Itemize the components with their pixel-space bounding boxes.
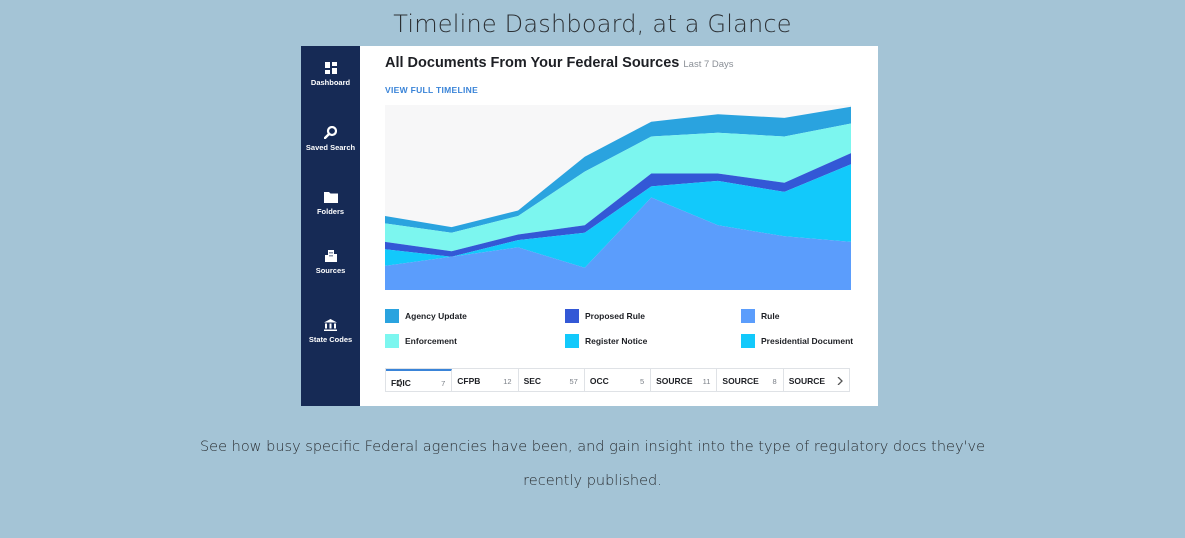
legend-label: Presidential Document <box>761 336 854 346</box>
dashboard-icon <box>324 62 337 74</box>
tab-label: SOURCE <box>722 376 759 386</box>
legend-label: Enforcement <box>405 336 457 346</box>
legend-label: Rule <box>761 311 780 321</box>
tab-source-2[interactable]: SOURCE 8 <box>717 369 784 391</box>
legend-item-agency-update: Agency Update <box>385 309 467 323</box>
sidebar-item-folders[interactable]: Folders <box>301 191 360 216</box>
caption-line-1: See how busy specific Federal agencies h… <box>199 439 986 455</box>
building-icon <box>324 250 337 262</box>
search-icon <box>324 126 337 139</box>
tab-label: SOURCE <box>656 376 693 386</box>
area-series-presidential-document <box>385 164 851 268</box>
tab-cfpb[interactable]: CFPB 12 <box>452 369 519 391</box>
legend-label: Agency Update <box>405 311 467 321</box>
heading-range: Last 7 Days <box>683 59 734 70</box>
tab-count: 7 <box>441 379 446 388</box>
institution-icon <box>324 319 337 331</box>
tab-fdic[interactable]: FDIC 7 <box>386 369 453 391</box>
tab-count: 11 <box>702 377 711 386</box>
page-title: Timeline Dashboard, at a Glance <box>393 10 792 38</box>
legend-item-proposed-rule: Proposed Rule <box>565 309 645 323</box>
source-tabs: FDIC 7 CFPB 12 SEC 57 OCC 5 SOURCE 11 <box>385 368 850 392</box>
tab-source-3[interactable]: SOURCE <box>784 369 849 391</box>
area-series-agency-update <box>385 106 851 233</box>
heading-title: All Documents From Your Federal Sources <box>385 55 680 71</box>
main-content: All Documents From Your Federal Sources L… <box>360 46 878 406</box>
tab-label: SOURCE <box>788 376 826 386</box>
tab-label: FDIC <box>391 378 411 388</box>
legend-swatch <box>741 334 755 348</box>
area-series-rule <box>385 197 851 290</box>
tab-count: 12 <box>503 377 512 386</box>
tab-count: 57 <box>569 377 578 386</box>
sidebar-item-label: State Codes <box>308 335 353 344</box>
sidebar-item-label: Dashboard <box>310 78 351 87</box>
view-full-timeline-link[interactable]: VIEW FULL TIMELINE <box>385 85 479 95</box>
chart-legend: Agency Update Proposed Rule Rule Enforce… <box>385 309 865 349</box>
tab-count: 5 <box>639 377 645 386</box>
chevron-right-icon[interactable] <box>835 376 845 386</box>
legend-item-presidential-document: Presidential Document <box>741 334 853 348</box>
sidebar-item-saved-search[interactable]: Saved Search <box>301 126 360 152</box>
chevron-left-icon[interactable] <box>394 378 404 388</box>
legend-item-rule: Rule <box>741 309 779 323</box>
legend-swatch <box>385 334 399 348</box>
caption-line-2: recently published. <box>523 473 662 489</box>
dashboard-heading: All Documents From Your Federal Sources L… <box>385 55 734 71</box>
tab-sec[interactable]: SEC 57 <box>519 369 585 391</box>
tab-label: SEC <box>523 376 542 386</box>
legend-label: Proposed Rule <box>585 311 645 321</box>
tab-source-1[interactable]: SOURCE 11 <box>651 369 718 391</box>
sidebar-item-dashboard[interactable]: Dashboard <box>301 62 360 87</box>
legend-swatch <box>565 334 579 348</box>
legend-swatch <box>741 309 755 323</box>
legend-item-enforcement: Enforcement <box>385 334 457 348</box>
sidebar-item-label: Saved Search <box>305 143 356 152</box>
sidebar-item-label: Sources <box>315 266 346 275</box>
stacked-area-chart <box>385 105 851 290</box>
tab-occ[interactable]: OCC 5 <box>585 369 652 391</box>
tab-label: OCC <box>589 376 609 386</box>
sidebar-item-label: Folders <box>316 207 345 216</box>
legend-item-register-notice: Register Notice <box>565 334 647 348</box>
sidebar: Dashboard Saved Search Folders <box>301 46 360 406</box>
sidebar-item-state-codes[interactable]: State Codes <box>301 319 360 344</box>
folder-icon <box>323 192 338 203</box>
legend-swatch <box>385 309 399 323</box>
dashboard-screenshot: Dashboard Saved Search Folders <box>301 46 878 406</box>
area-series-proposed-rule <box>385 153 851 257</box>
legend-swatch <box>565 309 579 323</box>
tab-label: CFPB <box>457 376 481 386</box>
tab-count: 8 <box>772 377 777 386</box>
legend-label: Register Notice <box>585 336 648 346</box>
sidebar-item-sources[interactable]: Sources <box>301 250 360 275</box>
area-series-enforcement <box>385 123 851 252</box>
